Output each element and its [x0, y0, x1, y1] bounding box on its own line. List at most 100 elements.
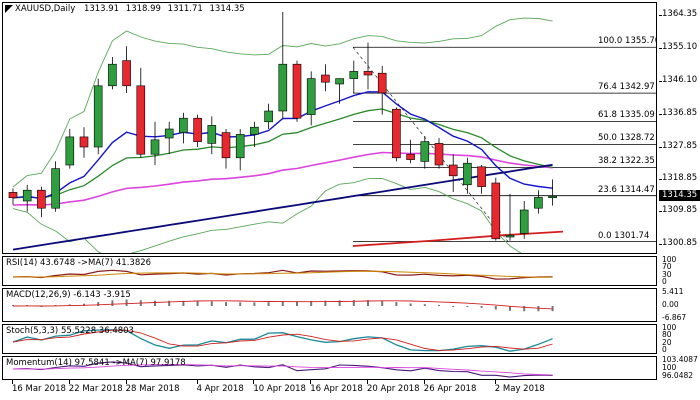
candle-body	[534, 197, 543, 209]
macd-bar	[509, 306, 511, 311]
candle-body	[8, 192, 18, 199]
candle-body	[51, 168, 60, 209]
candle-body	[477, 166, 486, 187]
macd-bar	[338, 300, 341, 306]
stoch-k-line	[12, 329, 553, 352]
fib-level-label: 0.0 1301.74	[598, 230, 650, 241]
candle	[193, 114, 202, 147]
chart-dropdown-icon[interactable]	[5, 5, 13, 13]
momentum-canvas	[12, 361, 553, 378]
candle-body	[519, 209, 529, 234]
candle	[292, 60, 302, 122]
candle	[321, 64, 330, 92]
price-tick	[659, 48, 662, 50]
candle-body	[108, 63, 117, 87]
time-tick	[494, 380, 496, 384]
time-tick	[12, 380, 13, 384]
candle	[136, 67, 146, 158]
candle	[122, 46, 131, 93]
candle-body	[392, 108, 401, 159]
macd-bar	[395, 302, 398, 306]
rsi-canvas	[12, 269, 553, 280]
macd-signal-line	[12, 300, 553, 310]
macd-title: MACD(12,26,9) -6.143 -3.915	[6, 290, 131, 300]
bollinger-lower-line	[12, 178, 522, 253]
time-tick-label: 28 Mar 2018	[125, 384, 180, 394]
time-tick-label: 20 Apr 2018	[367, 384, 420, 394]
price-tick-label: 1355.10	[662, 42, 698, 53]
main-title: XAUUSD,Daily 1313.91 1318.99 1311.71 131…	[15, 4, 249, 14]
candle-body	[278, 63, 288, 112]
candle-body	[292, 63, 302, 119]
indicator-tick-label: 0.00	[662, 300, 679, 309]
macd-bar	[423, 304, 426, 306]
macd-bar	[267, 302, 270, 306]
price-tick	[659, 211, 662, 213]
time-tick-label: 4 Apr 2018	[196, 384, 244, 394]
candle-body	[306, 78, 316, 115]
macd-bar	[40, 306, 43, 307]
macd-bar	[466, 306, 469, 307]
stochastic-pane[interactable]: Stoch(5,3,3) 55.5228 36.4803	[2, 324, 657, 354]
candle	[250, 121, 259, 147]
candle	[548, 179, 557, 206]
candle	[179, 112, 188, 144]
ma-blue-line	[12, 91, 553, 200]
indicator-tick-label: 0	[662, 345, 667, 354]
stoch-d-line	[12, 329, 553, 351]
time-tick	[68, 380, 70, 384]
fib-level-label: 76.4 1342.97	[598, 82, 655, 93]
price-tick	[659, 114, 662, 116]
indicator-tick-label: 0	[662, 277, 667, 286]
rsi-pane[interactable]: RSI(14) 43.6748 ->MA(7) 41.3826	[2, 256, 657, 286]
time-tick	[367, 380, 368, 384]
momentum-pane[interactable]: Momentum(14) 97.5841 ->MA(7) 97.9178	[2, 356, 657, 380]
candle	[406, 139, 415, 164]
candle-body	[250, 126, 259, 135]
candle	[65, 129, 75, 169]
ma-magenta-line	[12, 151, 553, 206]
candle-body	[22, 189, 32, 202]
candle-body	[37, 189, 46, 209]
candle	[150, 121, 160, 165]
macd-axis: 5.411 0.00 -6.867	[659, 287, 700, 322]
candle-body	[434, 143, 444, 166]
open-value: 1313.91	[83, 4, 120, 14]
stochastic-axis: 100 80 20 0	[659, 323, 700, 354]
candle-body	[349, 71, 359, 79]
candle-body	[363, 71, 373, 76]
macd-bar	[182, 300, 185, 306]
candle	[51, 161, 60, 212]
time-tick-label: 2 May 2018	[494, 384, 545, 394]
indicator-tick-label: 100	[662, 323, 677, 332]
macd-bar	[381, 300, 384, 306]
candle	[264, 103, 273, 129]
candle-body	[150, 139, 160, 155]
macd-bar	[452, 306, 455, 307]
macd-canvas	[12, 299, 554, 312]
time-tick-label: 10 Apr 2018	[253, 384, 306, 394]
price-tick	[659, 146, 662, 148]
indicator-tick-label: 96.0482	[662, 371, 694, 380]
fib-level-label: 38.2 1322.35	[598, 156, 655, 167]
low-value: 1311.71	[167, 4, 203, 14]
price-tick-label: 1300.85	[662, 237, 698, 248]
candle	[93, 78, 103, 155]
candle	[22, 184, 32, 212]
candle-body	[335, 78, 344, 85]
macd-bar	[125, 299, 128, 306]
candle	[164, 121, 174, 155]
candle-body	[193, 117, 202, 142]
macd-bar	[154, 300, 156, 306]
candle	[392, 107, 401, 162]
fib-level-label: 50.0 1328.72	[598, 133, 655, 144]
macd-pane[interactable]: MACD(12,26,9) -6.143 -3.915	[2, 288, 657, 322]
macd-bar	[12, 305, 14, 306]
candle	[278, 12, 288, 119]
price-chart-pane[interactable]: XAUUSD,Daily 1313.91 1318.99 1311.71 131…	[2, 2, 657, 254]
indicator-tick-label: 30	[662, 269, 672, 279]
momentum-line	[12, 361, 553, 378]
stochastic-canvas	[12, 329, 553, 352]
candle-body	[65, 136, 75, 166]
